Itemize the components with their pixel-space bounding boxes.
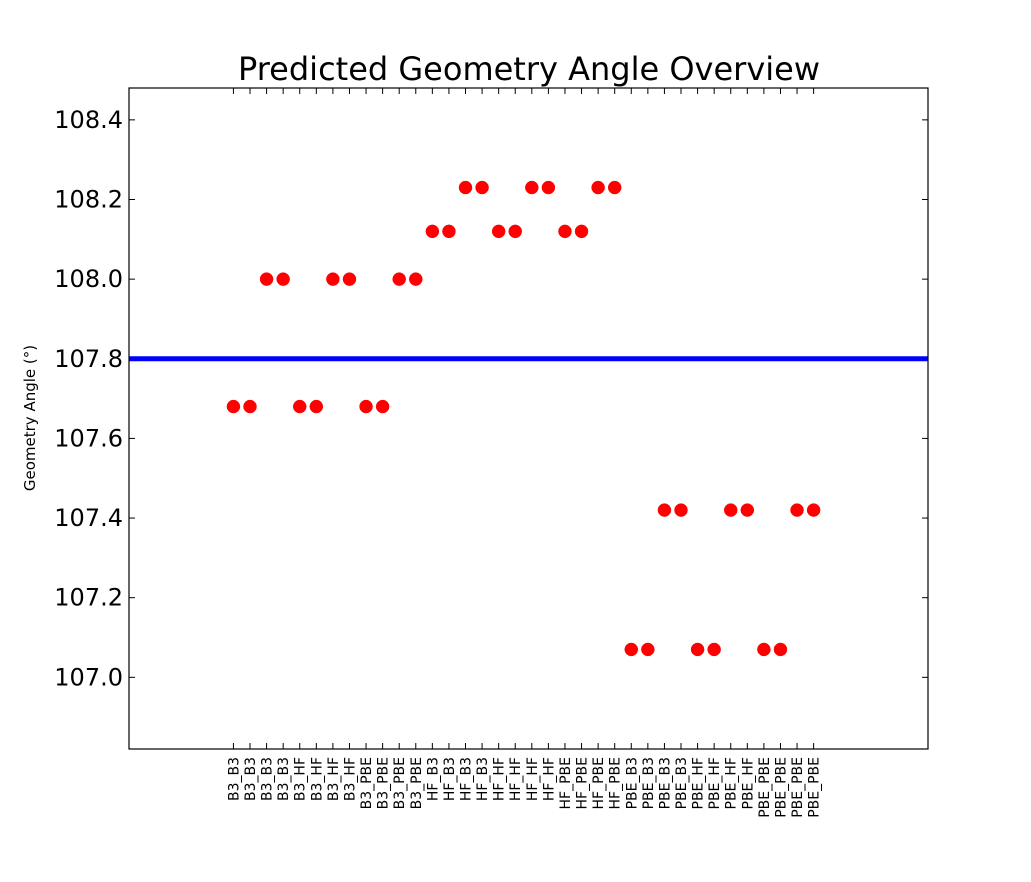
x-tick-label: PBE_B3 [674, 757, 690, 809]
data-point [723, 503, 738, 517]
x-tick-label: HF_B3 [475, 757, 491, 801]
data-point [574, 224, 589, 239]
chart-title: Predicted Geometry Angle Overview [238, 50, 820, 88]
x-tick-label: HF_HF [525, 757, 541, 801]
data-point [757, 642, 771, 657]
x-tick-label: HF_PBE [608, 757, 624, 809]
x-tick-label: PBE_HF [740, 757, 756, 809]
data-point [409, 272, 423, 286]
data-point [458, 180, 473, 195]
data-point [292, 399, 307, 414]
y-tick-label: 107.8 [54, 345, 123, 373]
data-point [773, 642, 788, 657]
x-tick-label: PBE_HF [724, 757, 740, 809]
y-axis-ticks: 107.0 107.2 107.4 107.6 107.8 108.0 108.2 108.4 [54, 106, 928, 691]
x-tick-label: B3_HF [309, 757, 325, 801]
data-point [226, 399, 241, 414]
y-tick-label: 107.0 [54, 663, 123, 691]
x-tick-label: HF_HF [508, 757, 524, 801]
data-point [276, 272, 290, 286]
y-tick-label: 107.6 [54, 424, 123, 452]
x-tick-label: HF_HF [541, 757, 557, 801]
data-point [690, 642, 705, 657]
data-point [259, 272, 274, 286]
x-tick-label: PBE_HF [707, 757, 723, 809]
data-point [657, 503, 672, 517]
y-tick-label: 107.2 [54, 584, 123, 612]
x-tick-label: PBE_PBE [757, 757, 773, 818]
data-point [392, 272, 406, 286]
data-point [591, 180, 605, 195]
data-point [790, 503, 804, 517]
data-point [359, 399, 373, 414]
x-tick-label: PBE_B3 [624, 757, 640, 809]
data-point [342, 272, 357, 286]
data-point [525, 180, 539, 195]
x-tick-label: B3_PBE [409, 757, 425, 809]
x-tick-label: B3_PBE [392, 757, 408, 809]
x-tick-label: PBE_PBE [807, 757, 823, 818]
data-point [641, 642, 655, 657]
data-point [607, 180, 622, 195]
data-point [491, 224, 506, 239]
x-tick-label: HF_PBE [591, 757, 607, 809]
data-point [243, 399, 257, 414]
data-point [541, 180, 556, 195]
data-point [508, 224, 522, 239]
x-tick-label: HF_B3 [459, 757, 475, 801]
x-tick-label: B3_PBE [376, 757, 392, 809]
data-point [425, 224, 440, 239]
x-axis-ticks: B3_B3 B3_B3 B3_B3 B3_B3 B3_HF B3_HF B3_HF B3_HF… [226, 88, 823, 818]
y-tick-label: 107.4 [54, 504, 123, 532]
y-axis-label: Geometry Angle (°) [21, 345, 39, 491]
x-tick-label: HF_PBE [558, 757, 574, 809]
data-point [309, 399, 324, 414]
plot-marks [129, 180, 928, 657]
data-point [740, 503, 755, 517]
plot-frame [128, 87, 929, 750]
data-point [475, 180, 489, 195]
y-tick-label: 108.2 [54, 185, 123, 213]
data-point [375, 399, 390, 414]
x-tick-label: B3_B3 [260, 757, 276, 801]
x-tick-label: PBE_B3 [657, 757, 673, 809]
x-tick-label: PBE_PBE [790, 757, 806, 818]
x-tick-label: B3_HF [293, 757, 309, 801]
x-tick-label: HF_B3 [442, 757, 458, 801]
x-tick-label: B3_B3 [226, 757, 242, 801]
x-tick-label: HF_HF [492, 757, 508, 801]
data-point [806, 503, 821, 517]
data-point [674, 503, 688, 517]
data-point [707, 642, 721, 657]
x-tick-label: PBE_B3 [641, 757, 657, 809]
data-point [558, 224, 572, 239]
x-tick-label: B3_B3 [276, 757, 292, 801]
x-tick-label: HF_B3 [425, 757, 441, 801]
x-tick-label: B3_B3 [243, 757, 259, 801]
x-tick-label: B3_HF [342, 757, 358, 801]
x-tick-label: PBE_HF [691, 757, 707, 809]
x-tick-label: B3_PBE [359, 757, 375, 809]
data-point [442, 224, 456, 239]
x-tick-label: B3_HF [326, 757, 342, 801]
x-tick-label: PBE_PBE [773, 757, 789, 818]
data-point [326, 272, 340, 286]
data-point [624, 642, 639, 657]
y-tick-label: 108.4 [54, 106, 123, 134]
y-tick-label: 108.0 [54, 265, 123, 293]
x-tick-label: HF_PBE [575, 757, 591, 809]
